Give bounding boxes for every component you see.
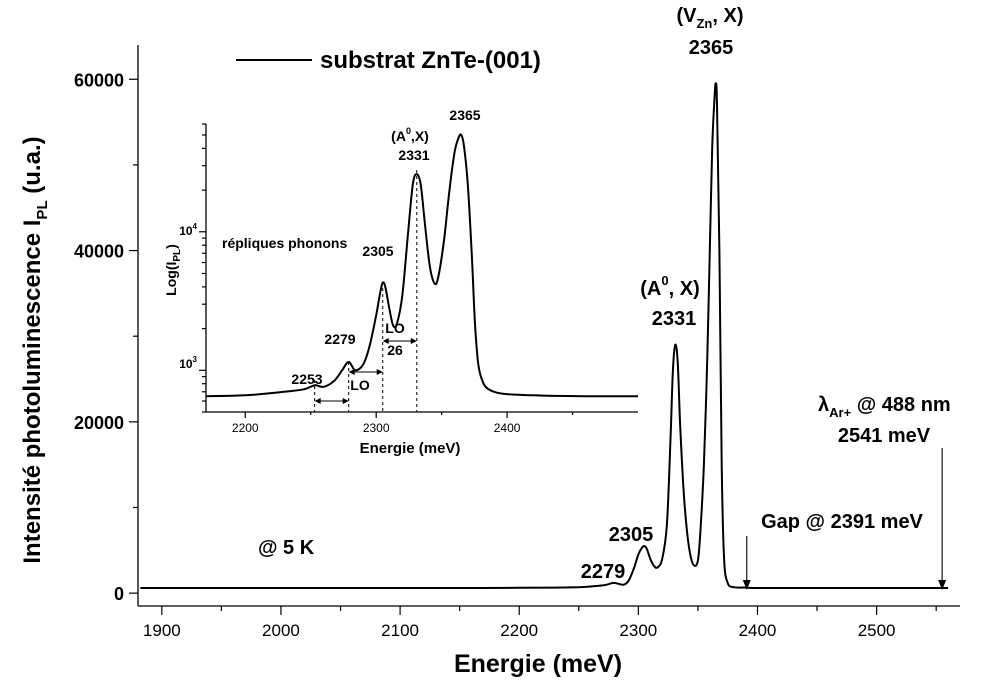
inset-annotation-2279: 2279 bbox=[324, 331, 355, 347]
annotation-gap: Gap @ 2391 meV bbox=[761, 511, 923, 533]
inset-xtick-label-2200: 2200 bbox=[232, 421, 259, 435]
inset-lo-arrow-2-head-right bbox=[376, 369, 383, 375]
inset-annotation-2331: 2331 bbox=[398, 147, 429, 163]
annotation-temperature: @ 5 K bbox=[258, 537, 315, 559]
annotation-a0-x: (A0, X) bbox=[640, 273, 699, 300]
inset-x-axis-title: Energie (meV) bbox=[360, 440, 461, 457]
annotation-2365: 2365 bbox=[689, 37, 734, 59]
inset-ticks: 2200 2300 2400 bbox=[199, 123, 574, 435]
main-xtick-label-2100: 2100 bbox=[381, 621, 419, 640]
inset-xtick-label-2300: 2300 bbox=[363, 421, 390, 435]
inset-guides bbox=[314, 170, 418, 412]
inset-annotation-lo-1: LO bbox=[350, 377, 370, 393]
main-xtick-label-2200: 2200 bbox=[500, 621, 538, 640]
main-x-axis-title: Energie (meV) bbox=[454, 650, 622, 678]
inset-annotation-phonons: répliques phonons bbox=[222, 235, 347, 251]
inset-annotation-a0-x: (A0,X) bbox=[391, 126, 429, 144]
inset-annotation-lo-2-value: 26 bbox=[387, 342, 403, 358]
legend: substrat ZnTe-(001) bbox=[236, 47, 541, 74]
gap-arrow-head bbox=[742, 580, 751, 590]
inset-lo-arrow-3-head-right bbox=[410, 338, 417, 344]
annotation-2279: 2279 bbox=[581, 561, 626, 583]
main-data-line bbox=[140, 82, 949, 590]
main-ticks: 1900 2000 2100 2200 2300 2400 2500 0 20000 40000 6… bbox=[74, 70, 937, 640]
inset-ytick-label-1e4: 104 bbox=[179, 222, 197, 238]
annotation-laser-energy: 2541 meV bbox=[838, 425, 931, 447]
inset-annotation-2253: 2253 bbox=[291, 371, 322, 387]
inset-y-axis-title: Log(IPL) bbox=[163, 244, 183, 296]
inset-annotation-2365: 2365 bbox=[449, 107, 480, 123]
main-xtick-label-2400: 2400 bbox=[739, 621, 777, 640]
inset-lo-arrow-3-head-left bbox=[382, 338, 389, 344]
annotation-2331: 2331 bbox=[652, 308, 697, 330]
main-ytick-label-40000: 40000 bbox=[74, 242, 124, 262]
inset-data-line bbox=[205, 133, 639, 398]
inset-xtick-label-2400: 2400 bbox=[494, 421, 521, 435]
laser-arrow-head bbox=[938, 580, 947, 590]
main-chart: 1900 2000 2100 2200 2300 2400 2500 0 20000 40000 6… bbox=[19, 5, 960, 678]
inset-lo-arrow-2-head-left bbox=[348, 369, 355, 375]
annotation-laser: λAr+ @ 488 nm bbox=[818, 394, 951, 420]
inset-annotation-2305: 2305 bbox=[362, 243, 393, 259]
main-xtick-label-2300: 2300 bbox=[619, 621, 657, 640]
inset-annotation-lo-2: LO bbox=[385, 320, 405, 336]
inset-lo-arrow-1-head-right bbox=[342, 398, 349, 404]
inset-chart: 2200 2300 2400 Energie (meV) Log(IPL) 104 … bbox=[163, 107, 639, 457]
annotation-2305: 2305 bbox=[609, 524, 654, 546]
main-xtick-label-2000: 2000 bbox=[262, 621, 300, 640]
inset-lo-arrow-1-head-left bbox=[314, 398, 321, 404]
legend-label: substrat ZnTe-(001) bbox=[320, 47, 541, 74]
main-ytick-label-20000: 20000 bbox=[74, 413, 124, 433]
annotation-vzn-x: (VZn, X) bbox=[676, 5, 743, 31]
main-y-axis-title: Intensité photoluminescence IPL (u.a.) bbox=[19, 136, 51, 563]
main-ytick-label-0: 0 bbox=[114, 584, 124, 604]
main-xtick-label-1900: 1900 bbox=[143, 621, 181, 640]
main-xtick-label-2500: 2500 bbox=[858, 621, 896, 640]
main-ytick-label-60000: 60000 bbox=[74, 70, 124, 90]
inset-ytick-label-1e3: 103 bbox=[179, 355, 197, 371]
